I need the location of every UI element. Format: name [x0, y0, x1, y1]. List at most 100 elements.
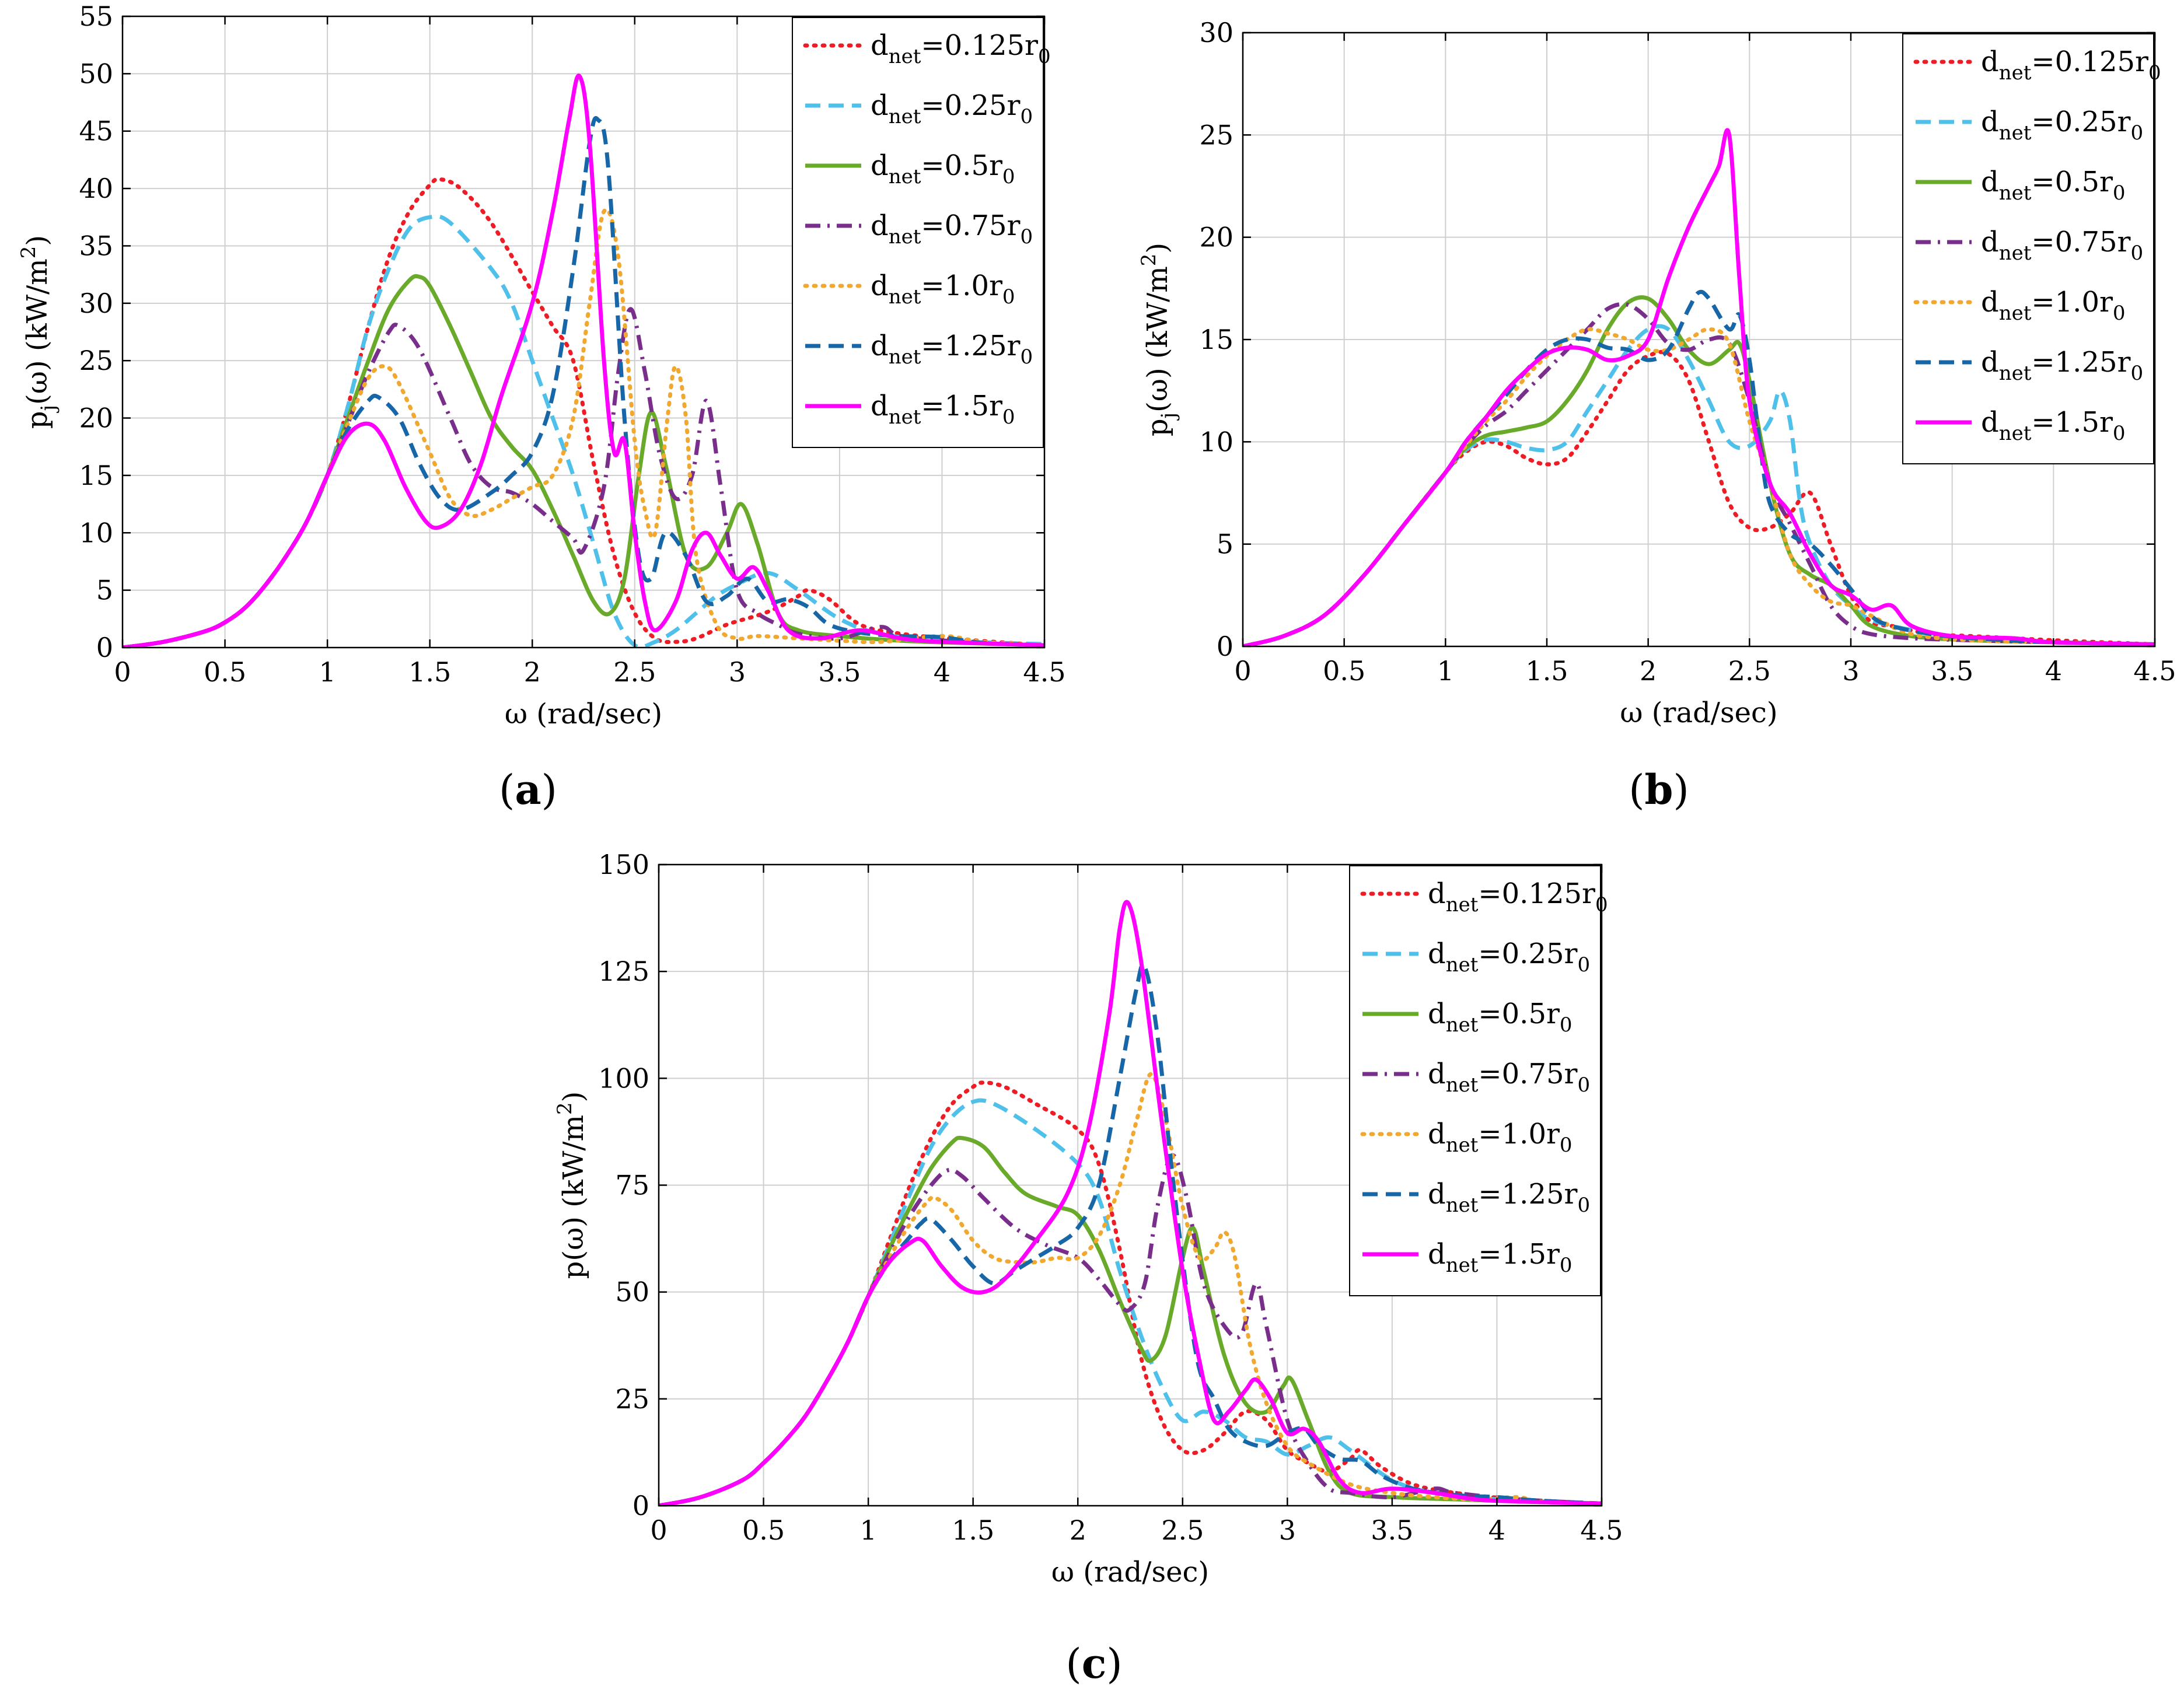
x-tick-label: 3 — [1279, 1514, 1296, 1546]
legend-label-3: dnet=0.75r0 — [1981, 226, 2143, 265]
y-tick-label: 5 — [96, 575, 113, 606]
legend-label-2: dnet=0.5r0 — [1428, 998, 1573, 1037]
x-tick-label: 1 — [1437, 655, 1454, 687]
chart-a-axes-frame — [121, 15, 1046, 649]
x-tick-label: 1 — [859, 1514, 876, 1546]
chart-c-series-group — [659, 900, 1602, 1506]
x-tick-label: 2 — [524, 656, 541, 688]
y-tick-label: 30 — [79, 288, 113, 319]
legend-label-4: dnet=1.0r0 — [1428, 1118, 1573, 1157]
chart-b-y-axis-label: pj(ω) (kW/m2) — [1137, 243, 1180, 436]
legend-label-0: dnet=0.125r0 — [1981, 46, 2161, 85]
chart-panel-b: 0 0.5 1 1.5 2 2.5 3 3.5 4 4.5 0 5 10 15 20 25 30 ω (rad/s… — [1120, 0, 2184, 758]
y-tick-label: 5 — [1217, 529, 1233, 560]
chart-b-legend: dnet=0.125r0 dnet=0.25r0 dnet=0.5r0 dnet=0.… — [1902, 33, 2161, 464]
y-tick-label: 45 — [79, 116, 113, 147]
y-tick-label: 25 — [615, 1383, 649, 1415]
y-tick-label: 0 — [96, 632, 113, 663]
x-tick-label: 3.5 — [1931, 655, 1973, 687]
y-tick-label: 30 — [1199, 17, 1233, 48]
chart-c-y-axis-label: p(ω) (kW/m2) — [553, 1092, 590, 1279]
x-tick-label: 4 — [2045, 655, 2062, 687]
y-tick-label: 10 — [1199, 426, 1233, 457]
chart-c-x-axis-label: ω (rad/sec) — [1051, 1556, 1209, 1589]
chart-b-x-axis-label: ω (rad/sec) — [1620, 697, 1777, 729]
legend-label-5: dnet=1.25r0 — [1428, 1178, 1590, 1217]
x-tick-label: 0.5 — [204, 656, 246, 688]
legend-label-5: dnet=1.25r0 — [871, 330, 1033, 369]
y-tick-label: 0 — [633, 1490, 649, 1521]
y-tick-label: 20 — [1199, 222, 1233, 253]
chart-panel-a: 0 0.5 1 1.5 2 2.5 3 3.5 4 4.5 0 5 10 15 20 25 30 35 40 45 50… — [0, 0, 1091, 758]
x-tick-label: 3.5 — [1371, 1514, 1413, 1546]
x-tick-label: 1 — [319, 656, 336, 688]
y-tick-label: 100 — [598, 1062, 649, 1094]
x-tick-label: 4.5 — [2133, 655, 2176, 687]
chart-b-legend-box — [1902, 33, 2154, 464]
chart-c-legend-box — [1349, 865, 1601, 1296]
x-tick-label: 0 — [650, 1514, 667, 1546]
y-tick-label: 25 — [1199, 119, 1233, 151]
x-tick-label: 4.5 — [1023, 656, 1065, 688]
x-tick-label: 2 — [1070, 1514, 1086, 1546]
x-tick-label: 1.5 — [952, 1514, 994, 1546]
x-tick-label: 2.5 — [1161, 1514, 1204, 1546]
legend-label-2: dnet=0.5r0 — [871, 149, 1015, 188]
x-tick-label: 0.5 — [742, 1514, 785, 1546]
panel-a-caption: (a) — [499, 765, 557, 814]
chart-b-series-line-0 — [1243, 349, 2155, 646]
legend-label-1: dnet=0.25r0 — [1981, 106, 2143, 145]
y-tick-label: 20 — [79, 403, 113, 434]
x-tick-label: 3 — [729, 656, 746, 688]
chart-a-y-axis-label: pj(ω) (kW/m2) — [17, 235, 60, 429]
legend-label-6: dnet=1.5r0 — [871, 390, 1015, 429]
x-tick-label: 0 — [114, 656, 131, 688]
x-tick-label: 4 — [934, 656, 951, 688]
legend-label-3: dnet=0.75r0 — [871, 209, 1033, 249]
legend-label-4: dnet=1.0r0 — [1981, 286, 2126, 325]
chart-c-series-line-5 — [659, 962, 1602, 1506]
chart-c-legend: dnet=0.125r0 dnet=0.25r0 dnet=0.5r0 dnet=0.… — [1349, 865, 1608, 1296]
y-tick-label: 75 — [615, 1170, 649, 1201]
y-tick-label: 55 — [79, 1, 113, 32]
chart-c-series-line-6 — [659, 900, 1602, 1506]
chart-b-series-group — [1243, 128, 2155, 646]
legend-label-4: dnet=1.0r0 — [871, 270, 1015, 309]
chart-a-x-axis-label: ω (rad/sec) — [505, 698, 662, 730]
y-tick-label: 0 — [1217, 631, 1233, 662]
y-tick-label: 35 — [79, 230, 113, 261]
y-tick-label: 50 — [79, 58, 113, 89]
chart-panel-c: 0 0.5 1 1.5 2 2.5 3 3.5 4 4.5 0 25 50 75 100 125 150 ω (r… — [553, 840, 1651, 1598]
legend-label-3: dnet=0.75r0 — [1428, 1058, 1590, 1097]
chart-a-svg: 0 0.5 1 1.5 2 2.5 3 3.5 4 4.5 0 5 10 15 20 25 30 35 40 45 50… — [17, 1, 1066, 730]
chart-c-series-line-3 — [659, 1153, 1602, 1506]
x-tick-label: 4.5 — [1580, 1514, 1623, 1546]
legend-label-6: dnet=1.5r0 — [1428, 1238, 1573, 1277]
chart-b-svg: 0 0.5 1 1.5 2 2.5 3 3.5 4 4.5 0 5 10 15 20 25 30 ω (rad/s… — [1137, 17, 2176, 729]
x-tick-label: 2 — [1640, 655, 1657, 687]
panel-c-caption: (c) — [1065, 1639, 1123, 1688]
y-tick-label: 25 — [79, 345, 113, 376]
x-tick-label: 1.5 — [1525, 655, 1568, 687]
y-tick-label: 125 — [598, 956, 649, 987]
legend-label-2: dnet=0.5r0 — [1981, 166, 2126, 205]
y-tick-label: 15 — [1199, 324, 1233, 355]
x-tick-label: 2.5 — [1728, 655, 1771, 687]
y-tick-label: 40 — [79, 173, 113, 204]
y-tick-label: 50 — [615, 1276, 649, 1308]
x-tick-label: 3 — [1842, 655, 1859, 687]
chart-a-legend-box — [792, 17, 1044, 448]
legend-label-6: dnet=1.5r0 — [1981, 406, 2126, 445]
legend-label-5: dnet=1.25r0 — [1981, 346, 2143, 385]
y-tick-label: 150 — [598, 849, 649, 880]
x-tick-label: 0.5 — [1323, 655, 1365, 687]
chart-a-series-group — [123, 74, 1044, 648]
legend-label-1: dnet=0.25r0 — [871, 89, 1033, 128]
legend-label-0: dnet=0.125r0 — [871, 29, 1051, 68]
legend-label-1: dnet=0.25r0 — [1428, 938, 1590, 977]
y-tick-label: 15 — [79, 460, 113, 491]
chart-a-legend: dnet=0.125r0 dnet=0.25r0 dnet=0.5r0 dnet=0.… — [792, 17, 1051, 448]
chart-c-svg: 0 0.5 1 1.5 2 2.5 3 3.5 4 4.5 0 25 50 75 100 125 150 ω (r… — [553, 849, 1623, 1589]
x-tick-label: 2.5 — [613, 656, 656, 688]
chart-a-series-line-6 — [123, 74, 1044, 648]
